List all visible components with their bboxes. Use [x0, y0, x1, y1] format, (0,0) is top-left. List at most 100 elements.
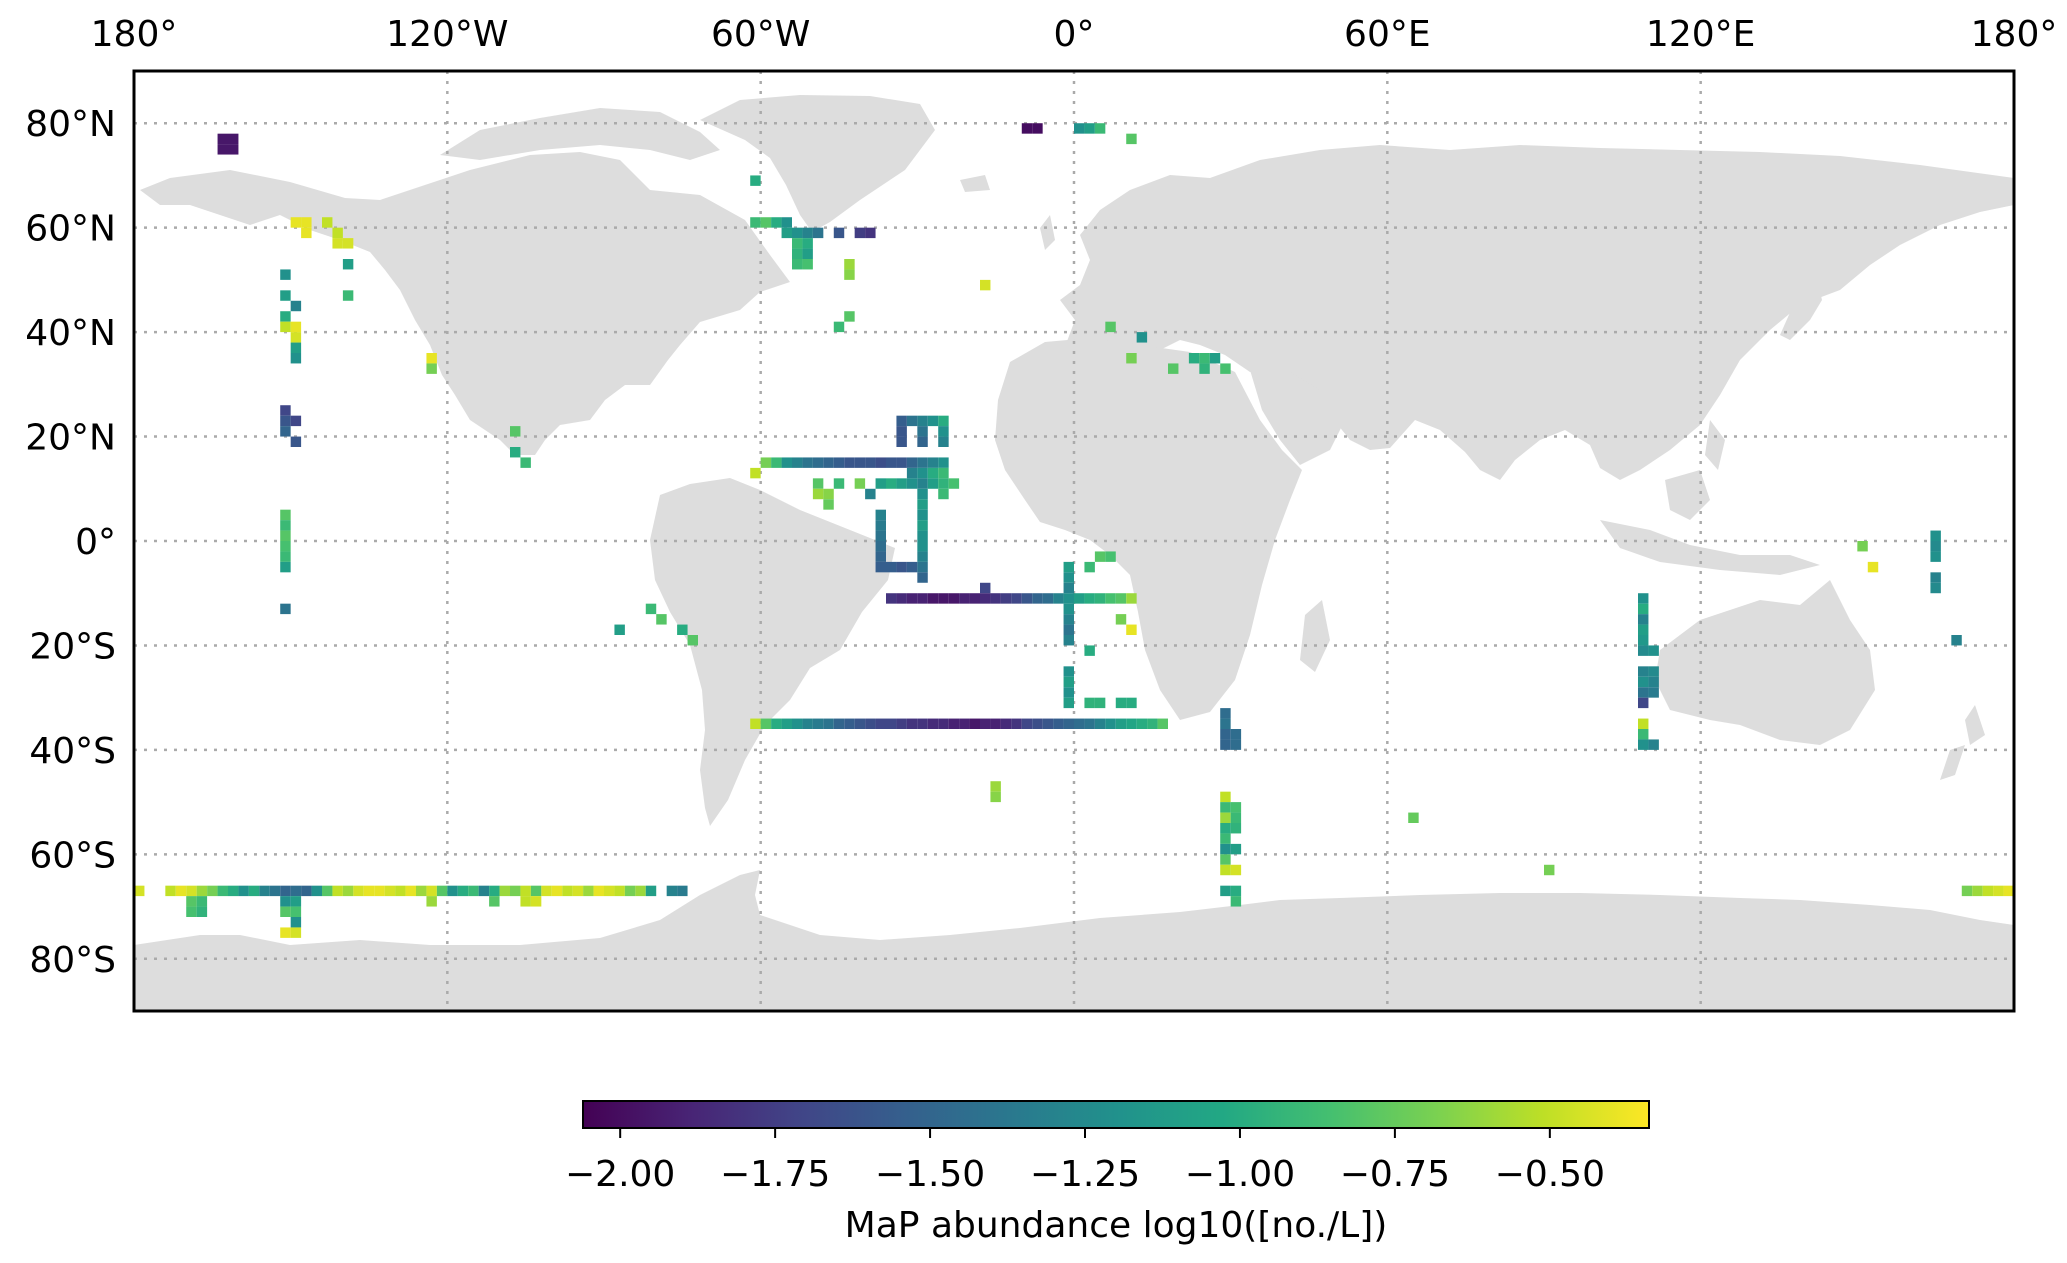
abundance-cell: [280, 415, 291, 427]
abundance-cell: [645, 603, 657, 615]
abundance-cell: [896, 426, 907, 437]
abundance-cell: [1982, 885, 1994, 897]
abundance-cell: [1230, 896, 1242, 907]
abundance-cell: [562, 885, 573, 897]
abundance-cell: [572, 885, 584, 897]
abundance-cell: [290, 332, 302, 343]
abundance-cell: [175, 885, 187, 897]
abundance-cell: [896, 436, 907, 447]
abundance-cell: [1220, 729, 1231, 740]
abundance-cell: [426, 353, 437, 364]
abundance-cell: [259, 885, 270, 897]
abundance-cell: [833, 227, 845, 239]
abundance-cell: [1094, 123, 1106, 134]
abundance-cell: [812, 718, 824, 729]
abundance-cell: [938, 457, 949, 468]
abundance-cell: [1220, 823, 1231, 834]
abundance-cell: [1126, 353, 1137, 364]
abundance-cell: [1063, 593, 1074, 604]
north-america: [140, 152, 790, 455]
abundance-cell: [802, 248, 813, 259]
abundance-cell: [1000, 718, 1012, 729]
abundance-cell: [1094, 697, 1106, 709]
abundance-cell: [1408, 812, 1419, 823]
abundance-cell: [823, 718, 834, 729]
abundance-cell: [1648, 676, 1659, 688]
abundance-cell: [938, 426, 949, 437]
abundance-cell: [1000, 593, 1012, 604]
abundance-cell: [1638, 645, 1649, 656]
abundance-cell: [802, 259, 813, 270]
abundance-cell: [1638, 593, 1649, 604]
abundance-cell: [1638, 614, 1649, 625]
lon-tick-label: 60°E: [1344, 14, 1431, 55]
abundance-cell: [1032, 593, 1043, 604]
abundance-cell: [1105, 718, 1116, 729]
abundance-cell: [604, 885, 615, 897]
abundance-cell: [1648, 645, 1659, 656]
abundance-cell: [906, 561, 918, 573]
abundance-cell: [1084, 593, 1095, 604]
map-frame: [132, 69, 2016, 1013]
abundance-cell: [1063, 718, 1074, 729]
colorbar-tick-label: −1.50: [875, 1154, 985, 1195]
abundance-cell: [1063, 666, 1074, 677]
abundance-cell: [687, 635, 698, 646]
abundance-cell: [1930, 572, 1941, 583]
abundance-cell: [280, 603, 291, 615]
abundance-cell: [290, 342, 302, 353]
abundance-cell: [750, 718, 761, 729]
lat-tick-label: 20°S: [29, 626, 116, 667]
abundance-cell: [280, 520, 291, 531]
abundance-cell: [280, 321, 291, 333]
abundance-cell: [750, 175, 761, 186]
abundance-cell: [280, 885, 291, 897]
abundance-cell: [510, 447, 521, 458]
abundance-cell: [792, 457, 803, 468]
abundance-cell: [917, 426, 928, 437]
abundance-cell: [1063, 635, 1074, 646]
abundance-cell: [374, 885, 385, 897]
abundance-cell: [917, 478, 928, 489]
abundance-cell: [886, 718, 897, 729]
abundance-cell: [948, 593, 960, 604]
lat-tick-label: 40°S: [29, 731, 116, 772]
abundance-cell: [854, 227, 866, 239]
abundance-cell: [865, 457, 876, 468]
abundance-cell: [196, 906, 208, 917]
abundance-cell: [280, 927, 291, 938]
abundance-cell: [917, 467, 928, 479]
abundance-cell: [812, 227, 824, 239]
abundance-cell: [917, 530, 928, 541]
abundance-cell: [1074, 718, 1085, 729]
abundance-cell: [792, 238, 803, 249]
abundance-cell: [833, 321, 845, 333]
abundance-cell: [426, 363, 437, 374]
colorbar-tick-label: −0.50: [1495, 1154, 1605, 1195]
abundance-cell: [510, 885, 521, 897]
abundance-cell: [363, 885, 375, 897]
abundance-cell: [624, 885, 636, 897]
abundance-cell: [781, 227, 792, 239]
abundance-cell: [1011, 718, 1022, 729]
abundance-cell: [886, 561, 897, 573]
abundance-cell: [1220, 864, 1231, 876]
lon-tick-label: 60°W: [711, 14, 810, 55]
colorbar-tick-label: −1.75: [720, 1154, 830, 1195]
abundance-cell: [196, 896, 208, 907]
abundance-cell: [917, 415, 928, 427]
abundance-cell: [280, 426, 291, 437]
abundance-cell: [1857, 541, 1868, 552]
abundance-cell: [990, 791, 1001, 803]
abundance-cell: [384, 885, 396, 897]
abundance-cell: [1074, 593, 1085, 604]
abundance-cell: [917, 520, 928, 531]
abundance-cell: [938, 593, 949, 604]
abundance-cell: [280, 530, 291, 541]
abundance-cell: [875, 541, 886, 552]
abundance-cell: [1021, 718, 1033, 729]
abundance-cell: [1053, 593, 1064, 604]
abundance-cell: [948, 718, 960, 729]
abundance-cell: [1063, 572, 1074, 583]
abundance-cell: [1993, 885, 2004, 897]
